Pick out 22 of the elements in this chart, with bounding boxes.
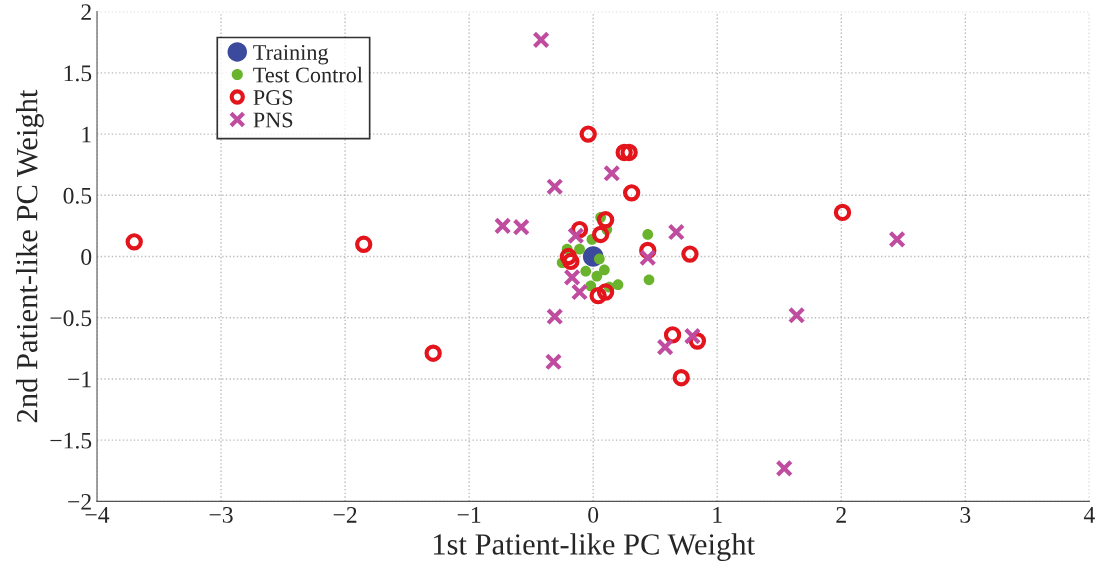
- legend-label: Test Control: [253, 66, 363, 83]
- legend-label: Training: [253, 44, 329, 65]
- y-axis-title: 2nd Patient-like PC Weight: [15, 89, 44, 423]
- y-tick-label: −0.5: [50, 310, 92, 327]
- x-tick-label: −2: [333, 506, 357, 523]
- x-tick-label: 2: [836, 506, 846, 523]
- x-axis-title: 1st Patient-like PC Weight: [433, 533, 755, 562]
- x-tick-label: −1: [457, 507, 481, 523]
- y-tick-label: −1: [68, 371, 91, 388]
- legend-label: PNS: [253, 112, 293, 128]
- x-tick-label: 1: [713, 507, 722, 523]
- y-tick-label: 1.5: [64, 65, 92, 82]
- x-tick-label: 0: [588, 506, 599, 523]
- legend-label: PGS: [253, 90, 293, 105]
- x-tick-label: 4: [1083, 507, 1095, 523]
- x-tick-label: −3: [209, 506, 233, 523]
- y-tick-label: 2: [81, 4, 91, 20]
- y-tick-label: −1.5: [50, 432, 92, 449]
- y-tick-label: 1: [82, 126, 91, 143]
- y-tick-label: 0.5: [63, 187, 92, 204]
- x-tick-label: 3: [960, 506, 971, 523]
- y-tick-label: 0: [81, 249, 92, 265]
